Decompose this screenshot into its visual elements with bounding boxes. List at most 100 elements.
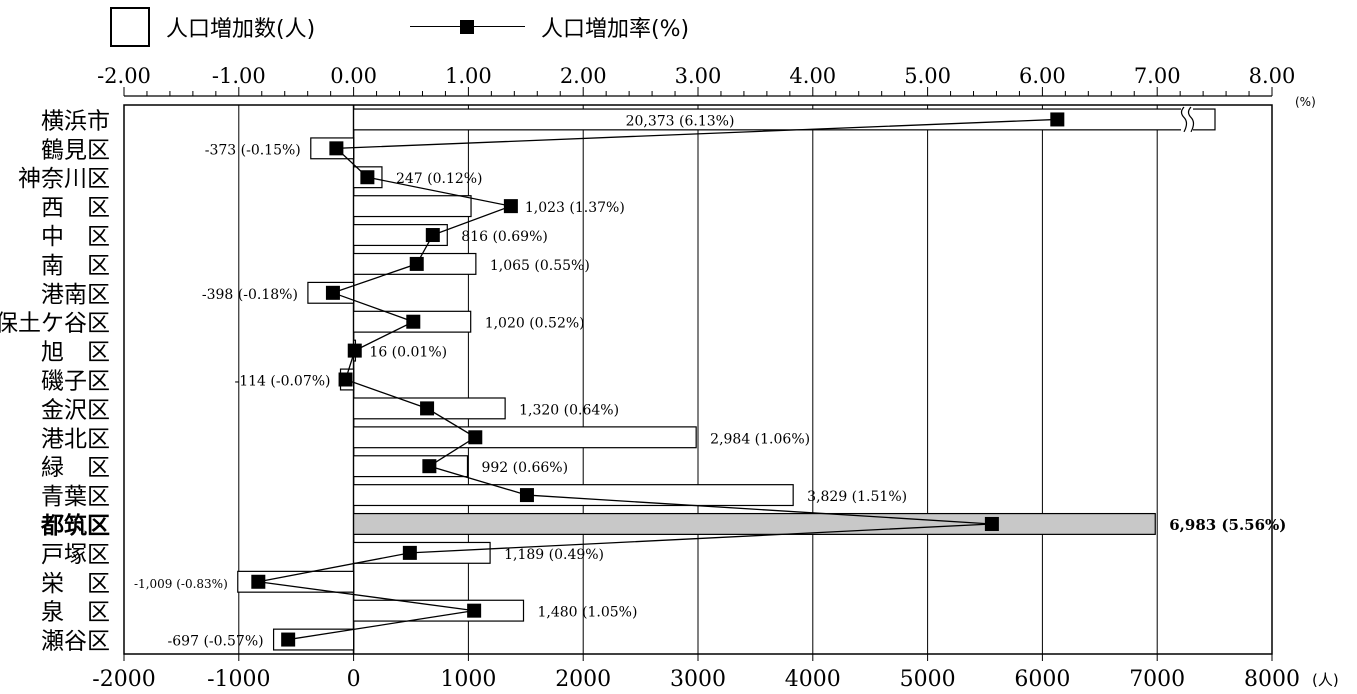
category-label: 南 区 bbox=[41, 253, 110, 279]
category-label: 横浜市 bbox=[41, 108, 110, 134]
data-label: 1,065 (0.55%) bbox=[490, 258, 590, 274]
rate-marker bbox=[281, 632, 296, 647]
x-tick-label: 4000 bbox=[785, 667, 841, 692]
data-label: 1,480 (1.05%) bbox=[538, 605, 638, 621]
x-tick-label: 7000 bbox=[1129, 667, 1185, 692]
bar bbox=[353, 599, 525, 622]
rate-marker bbox=[329, 141, 344, 156]
data-label: 3,829 (1.51%) bbox=[807, 489, 907, 505]
category-label: 青葉区 bbox=[41, 484, 110, 510]
top-tick-label: 5.00 bbox=[904, 64, 951, 88]
x-tick-label: 8000 bbox=[1244, 667, 1300, 692]
x-tick-label: 0 bbox=[347, 667, 361, 692]
x-tick-label: 3000 bbox=[670, 667, 726, 692]
rate-marker bbox=[409, 256, 424, 271]
category-label: 瀬谷区 bbox=[41, 629, 110, 655]
rate-marker bbox=[519, 488, 534, 503]
legend-line-swatch bbox=[410, 7, 525, 47]
rate-marker bbox=[360, 170, 375, 185]
category-label: 保土ケ谷区 bbox=[0, 311, 110, 337]
category-label: 西 区 bbox=[41, 195, 110, 221]
rate-marker bbox=[468, 430, 483, 445]
bar bbox=[353, 484, 794, 507]
category-label: 港北区 bbox=[41, 426, 110, 452]
data-label: -114 (-0.07%) bbox=[234, 374, 330, 390]
rate-marker bbox=[347, 343, 362, 358]
bar bbox=[353, 224, 448, 247]
bar-break-gap bbox=[1181, 107, 1193, 132]
data-label: 247 (0.12%) bbox=[396, 171, 483, 187]
legend-item-line: 人口増加率(%) bbox=[410, 4, 689, 50]
category-label: 都筑区 bbox=[40, 512, 110, 539]
bar bbox=[353, 195, 472, 218]
rate-marker bbox=[420, 401, 435, 416]
legend-bar-label: 人口増加数(人) bbox=[166, 17, 316, 42]
category-label: 中 区 bbox=[41, 224, 110, 250]
x-tick-label: -2000 bbox=[92, 667, 155, 692]
data-label: 816 (0.69%) bbox=[461, 229, 548, 245]
bar bbox=[353, 512, 1156, 535]
x-tick-label: 6000 bbox=[1014, 667, 1070, 692]
top-tick-label: 2.00 bbox=[560, 64, 607, 88]
top-tick-label: 7.00 bbox=[1134, 64, 1181, 88]
top-tick-label: 8.00 bbox=[1249, 64, 1296, 88]
top-tick-label: 1.00 bbox=[445, 64, 492, 88]
category-label: 神奈川区 bbox=[18, 166, 110, 192]
bar-break-mark bbox=[1187, 106, 1195, 133]
bar-break-mark bbox=[1180, 106, 1188, 133]
bar bbox=[237, 570, 355, 593]
rate-marker bbox=[251, 574, 266, 589]
data-label: 1,023 (1.37%) bbox=[525, 200, 625, 216]
rate-marker bbox=[503, 199, 518, 214]
data-label: 6,983 (5.56%) bbox=[1169, 516, 1286, 534]
legend: 人口増加数(人) 人口増加率(%) bbox=[110, 4, 810, 50]
data-label: 20,373 (6.13%) bbox=[626, 113, 735, 129]
legend-bar-swatch bbox=[110, 7, 150, 47]
category-label: 泉 区 bbox=[41, 600, 110, 626]
legend-line-label: 人口増加率(%) bbox=[541, 17, 690, 42]
category-label: 鶴見区 bbox=[41, 137, 110, 163]
top-tick-label: 6.00 bbox=[1019, 64, 1066, 88]
category-label: 港南区 bbox=[41, 282, 110, 308]
data-label: -373 (-0.15%) bbox=[205, 142, 301, 158]
top-axis-unit: (%) bbox=[1295, 95, 1316, 109]
data-label: -1,009 (-0.83%) bbox=[134, 577, 228, 591]
rate-marker bbox=[402, 545, 417, 560]
category-label: 旭 区 bbox=[41, 340, 110, 366]
top-tick-label: -1.00 bbox=[212, 64, 266, 88]
rate-marker bbox=[422, 459, 437, 474]
data-label: 1,189 (0.49%) bbox=[504, 547, 604, 563]
bar bbox=[353, 455, 469, 478]
rate-marker bbox=[406, 314, 421, 329]
category-label: 戸塚区 bbox=[41, 542, 110, 568]
data-label: -697 (-0.57%) bbox=[168, 634, 264, 650]
bar bbox=[353, 108, 1216, 131]
top-tick-label: -2.00 bbox=[97, 64, 151, 88]
x-axis-unit: (人) bbox=[1312, 671, 1339, 689]
x-tick-label: 1000 bbox=[440, 667, 496, 692]
rate-marker bbox=[984, 516, 999, 531]
rate-marker bbox=[467, 603, 482, 618]
data-label: 992 (0.66%) bbox=[481, 460, 568, 476]
x-tick-label: -1000 bbox=[207, 667, 270, 692]
category-label: 緑 区 bbox=[41, 455, 110, 481]
category-label: 栄 区 bbox=[41, 571, 110, 597]
legend-item-bar: 人口増加数(人) bbox=[110, 4, 315, 50]
x-tick-label: 5000 bbox=[900, 667, 956, 692]
bar bbox=[353, 426, 697, 449]
category-label: 磯子区 bbox=[41, 369, 110, 395]
rate-marker bbox=[1050, 112, 1065, 127]
rate-marker bbox=[325, 285, 340, 300]
data-label: 1,020 (0.52%) bbox=[485, 316, 585, 332]
data-label: 2,984 (1.06%) bbox=[710, 431, 810, 447]
rate-marker bbox=[425, 228, 440, 243]
data-label: 16 (0.01%) bbox=[369, 345, 447, 361]
data-label: 1,320 (0.64%) bbox=[519, 402, 619, 418]
category-label: 金沢区 bbox=[41, 397, 110, 423]
rate-marker bbox=[338, 372, 353, 387]
top-tick-label: 3.00 bbox=[675, 64, 722, 88]
top-tick-label: 0.00 bbox=[330, 64, 377, 88]
x-tick-label: 2000 bbox=[555, 667, 611, 692]
data-label: -398 (-0.18%) bbox=[202, 287, 298, 303]
